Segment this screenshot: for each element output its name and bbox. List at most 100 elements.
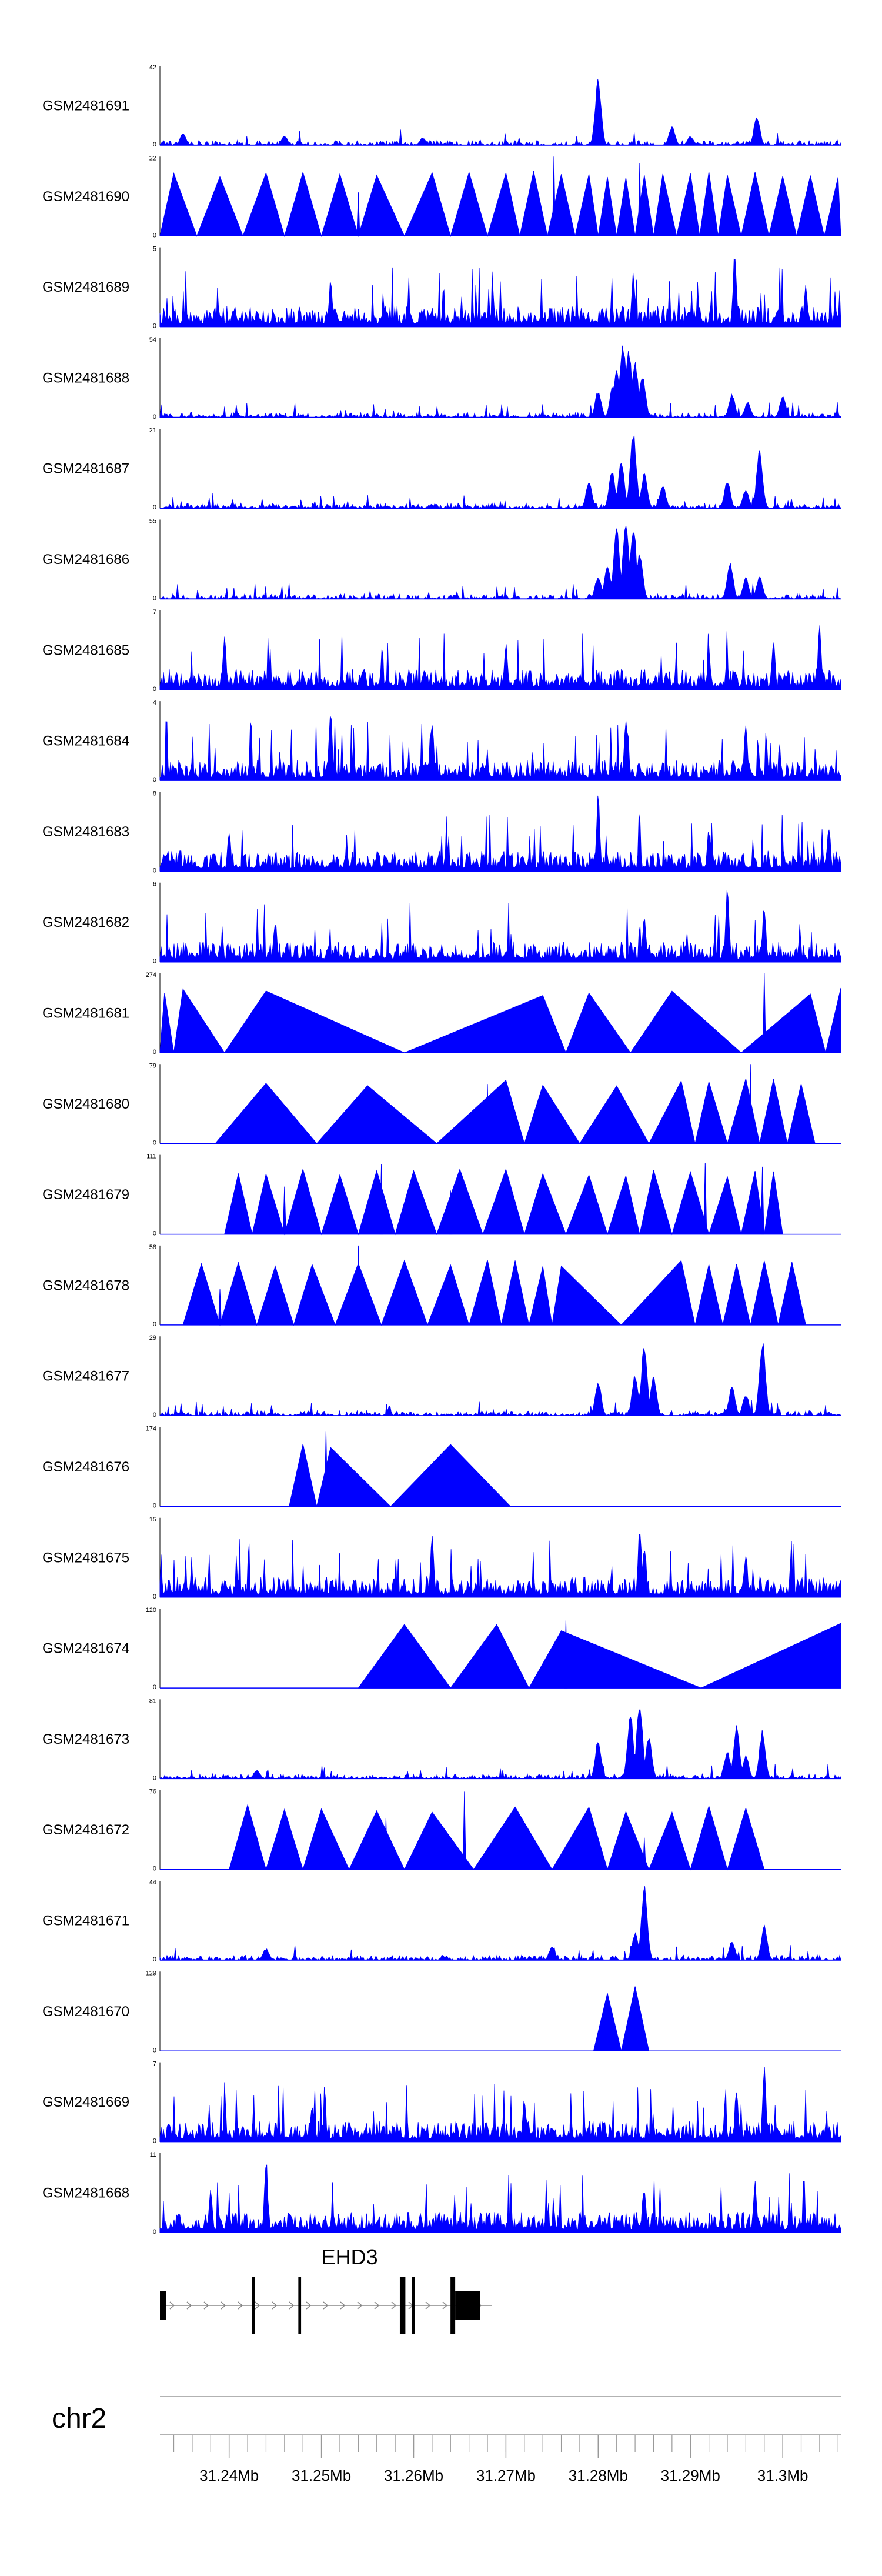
track-min-label: 0 (153, 686, 156, 693)
track-GSM2481668: GSM2481668 11 0 (42, 2151, 841, 2235)
coverage-spike (299, 196, 303, 236)
track-GSM2481691: GSM2481691 42 0 (42, 64, 841, 148)
track-label: GSM2481671 (42, 1913, 129, 1929)
track-max-label: 54 (149, 336, 156, 343)
track-label: GSM2481668 (42, 2185, 129, 2201)
coverage-area (159, 1886, 841, 1961)
track-min-label: 0 (153, 958, 156, 965)
strand-arrow (391, 2301, 397, 2310)
track-label: GSM2481686 (42, 552, 129, 568)
strand-arrow (289, 2301, 295, 2310)
track-max-label: 274 (146, 972, 156, 979)
strand-arrow (340, 2301, 346, 2310)
track-max-label: 8 (153, 790, 156, 797)
coverage-area (159, 435, 841, 509)
track-min-label: 0 (153, 1139, 156, 1146)
track-label: GSM2481683 (42, 824, 129, 840)
track-label: GSM2481674 (42, 1641, 129, 1657)
track-label: GSM2481676 (42, 1459, 129, 1475)
axis-tick-label: 31.24Mb (199, 2467, 259, 2484)
track-GSM2481669: GSM2481669 7 0 (42, 2061, 841, 2145)
strand-arrow (357, 2301, 363, 2310)
track-max-label: 7 (153, 609, 156, 616)
track-max-label: 55 (149, 518, 156, 525)
coverage-area (159, 1709, 841, 1780)
coverage-spike (324, 1431, 328, 1507)
track-max-label: 79 (149, 1062, 156, 1069)
track-GSM2481689: GSM2481689 5 0 (42, 246, 841, 330)
track-min-label: 0 (153, 1321, 156, 1328)
coverage-area (229, 1804, 765, 1871)
coverage-area (159, 258, 841, 327)
coverage-area (182, 1259, 807, 1326)
track-min-label: 0 (153, 1503, 156, 1510)
coverage-spike (379, 1164, 383, 1235)
track-label: GSM2481689 (42, 279, 129, 295)
track-label: GSM2481681 (42, 1006, 129, 1022)
strand-arrow (186, 2301, 192, 2310)
track-label: GSM2481691 (42, 98, 129, 114)
track-max-label: 7 (153, 2061, 156, 2068)
coverage-spike (637, 163, 642, 236)
coverage-area (159, 171, 841, 238)
coverage-area (159, 625, 841, 690)
coverage-area (159, 715, 841, 781)
coverage-spike (449, 1190, 453, 1235)
track-label: GSM2481682 (42, 915, 129, 930)
coverage-spike (552, 156, 556, 236)
track-GSM2481682: GSM2481682 6 0 (42, 881, 841, 965)
track-GSM2481690: GSM2481690 22 0 (42, 155, 841, 239)
coverage-area (593, 1986, 650, 2051)
axis-tick-label: 31.29Mb (661, 2467, 720, 2484)
track-max-label: 15 (149, 1516, 156, 1523)
coverage-spike (749, 1064, 753, 1144)
axis-tick-label: 31.27Mb (476, 2467, 536, 2484)
track-label: GSM2481688 (42, 370, 129, 386)
coverage-spike (707, 1285, 711, 1326)
coverage-area (159, 2164, 841, 2233)
coverage-area (159, 795, 841, 872)
track-min-label: 0 (153, 2138, 156, 2145)
track-min-label: 0 (153, 1866, 156, 1873)
coverage-spike (462, 1791, 466, 1870)
track-min-label: 0 (153, 776, 156, 783)
gene-exon-utr (160, 2291, 166, 2320)
axis-tick-label: 31.3Mb (757, 2467, 808, 2484)
track-max-label: 6 (153, 881, 156, 888)
track-min-label: 0 (153, 141, 156, 148)
strand-arrow (425, 2301, 431, 2310)
coverage-area (159, 890, 841, 963)
coverage-area (159, 1533, 841, 1598)
track-min-label: 0 (153, 1230, 156, 1237)
strand-arrow (220, 2301, 226, 2310)
track-min-label: 0 (153, 1412, 156, 1419)
chromosome-label: chr2 (52, 2403, 106, 2434)
coverage-area (215, 1078, 816, 1145)
strand-arrow (442, 2301, 448, 2310)
axis-tick-label: 31.25Mb (292, 2467, 351, 2484)
gene-name-label: EHD3 (322, 2245, 378, 2269)
track-GSM2481686: GSM2481686 55 0 (42, 518, 841, 602)
track-label: GSM2481678 (42, 1277, 129, 1293)
coverage-spike (760, 1166, 764, 1235)
track-max-label: 4 (153, 699, 156, 706)
gene-exon-cds (252, 2277, 255, 2334)
coverage-spike (282, 1186, 286, 1235)
track-min-label: 0 (153, 2228, 156, 2235)
track-label: GSM2481680 (42, 1096, 129, 1112)
track-label: GSM2481670 (42, 2004, 129, 2020)
coverage-area (159, 987, 841, 1054)
gene-exon-cds (450, 2277, 455, 2334)
track-min-label: 0 (153, 867, 156, 874)
track-min-label: 0 (153, 1593, 156, 1600)
gene-exon-cds (399, 2277, 406, 2334)
track-min-label: 0 (153, 1049, 156, 1056)
track-max-label: 29 (149, 1334, 156, 1342)
strand-arrow (203, 2301, 209, 2310)
track-GSM2481688: GSM2481688 54 0 (42, 336, 841, 421)
coverage-spike (762, 973, 766, 1053)
track-max-label: 21 (149, 427, 156, 434)
track-min-label: 0 (153, 413, 156, 421)
coverage-spike (703, 1163, 707, 1235)
